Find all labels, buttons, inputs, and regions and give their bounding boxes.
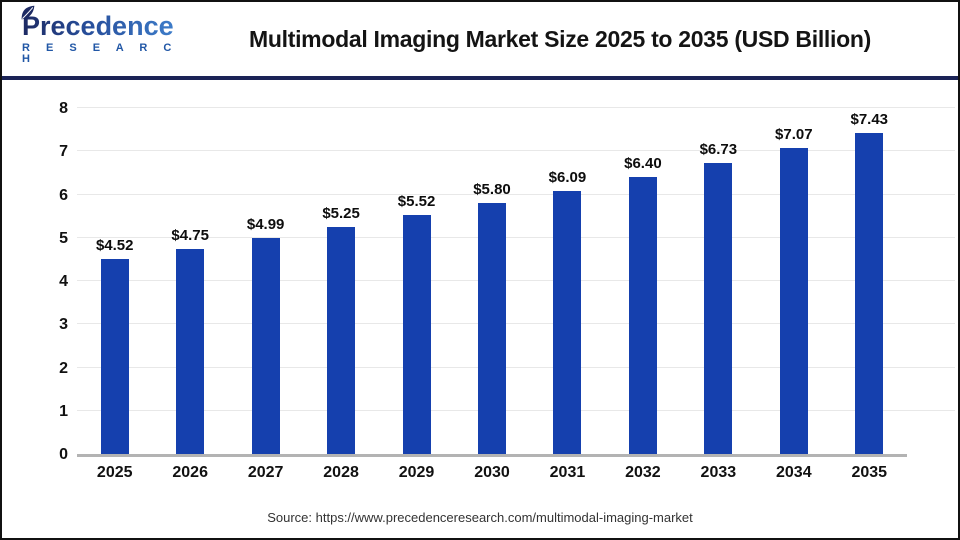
x-tick-label-2031: 2031: [549, 464, 586, 481]
bar-2031: [553, 190, 582, 454]
logo-sub-text: R E S E A R C H: [22, 42, 178, 65]
bar-column-2034: $7.07: [756, 108, 831, 454]
x-tick-label-2033: 2033: [700, 464, 737, 481]
bar-value-label: $4.99: [246, 216, 285, 234]
bar-2025: [100, 258, 129, 454]
bar-2029: [402, 215, 431, 454]
x-tick-label-2032: 2032: [625, 464, 661, 481]
bars-container: $4.52 $4.75 $4.99 $5.25 $5.52 $5.80 $6.09 $6.40…: [77, 108, 907, 454]
bar-2032: [628, 177, 657, 454]
logo-brand-text: Precedence: [22, 11, 174, 41]
y-tick-label-4: 4: [59, 273, 68, 290]
bar-column-2032: $6.40: [605, 108, 680, 454]
bar-value-label: $4.75: [171, 226, 209, 244]
bar-value-label: $7.43: [850, 110, 889, 128]
header: Precedence R E S E A R C H Multimodal Im…: [2, 2, 958, 80]
gridline-y4: [77, 280, 955, 281]
bar-value-label: $6.73: [699, 140, 738, 158]
x-tick-label-2035: 2035: [851, 464, 888, 481]
x-tick-label-2029: 2029: [398, 464, 435, 481]
bar-value-label: $5.52: [397, 193, 436, 211]
bar-2026: [176, 248, 205, 454]
y-tick-label-3: 3: [59, 316, 68, 334]
bar-column-2027: $4.99: [228, 108, 303, 454]
y-tick-label-0: 0: [59, 446, 68, 463]
bar-value-label: $4.52: [95, 236, 134, 254]
bar-column-2025: $4.52: [77, 108, 152, 454]
gridline-y5: [77, 236, 955, 238]
x-tick-label-2028: 2028: [323, 464, 359, 481]
bar-column-2030: $5.80: [454, 108, 529, 454]
bar-column-2033: $6.73: [681, 108, 756, 454]
bar-value-label: $6.40: [624, 155, 662, 173]
gridline-y2: [77, 366, 955, 368]
bar-value-label: $6.09: [548, 168, 587, 186]
x-axis-baseline: [77, 454, 907, 457]
y-tick-label-1: 1: [59, 402, 68, 420]
source-text: Source: https://www.precedenceresearch.c…: [267, 510, 693, 525]
plot-area: $4.52 $4.75 $4.99 $5.25 $5.52 $5.80 $6.09 $6.40…: [59, 100, 955, 463]
gridline-y7: [77, 150, 955, 152]
gridline-y6: [77, 193, 955, 195]
chart-title: Multimodal Imaging Market Size 2025 to 2…: [249, 25, 871, 52]
bar-2034: [779, 148, 808, 454]
y-tick-label-8: 8: [59, 100, 68, 117]
y-tick-label-2: 2: [59, 359, 68, 377]
gridline-y3: [77, 323, 955, 325]
y-tick-label-5: 5: [59, 229, 68, 247]
x-tick-label-2030: 2030: [474, 464, 510, 481]
y-tick-label-7: 7: [59, 143, 68, 161]
bar-value-label: $5.25: [322, 204, 360, 222]
x-tick-label-2025: 2025: [96, 464, 133, 481]
gridline-y8: [77, 107, 955, 108]
bar-column-2028: $5.25: [303, 108, 378, 454]
bar-column-2029: $5.52: [379, 108, 454, 454]
x-tick-label-2026: 2026: [172, 464, 208, 481]
bar-2030: [477, 203, 506, 454]
bar-value-label: $7.07: [775, 126, 813, 144]
bar-value-label: $5.80: [473, 181, 511, 199]
bar-column-2031: $6.09: [530, 108, 605, 454]
x-tick-label-2034: 2034: [776, 464, 812, 481]
bar-column-2026: $4.75: [152, 108, 227, 454]
x-axis-labels: 2025 2026 2027 2028 2029 2030 2031 2032 2033 2034…: [77, 464, 907, 482]
gridline-y1: [77, 409, 955, 411]
leaf-icon: [21, 5, 35, 20]
precedence-research-logo: Precedence R E S E A R C H: [21, 5, 192, 65]
bar-2033: [704, 162, 733, 454]
bar-column-2035: $7.43: [832, 108, 907, 454]
bar-2028: [327, 226, 356, 454]
x-tick-label-2027: 2027: [247, 464, 284, 481]
bar-2027: [251, 238, 280, 454]
chart-section: $4.52 $4.75 $4.99 $5.25 $5.52 $5.80 $6.09 $6.40…: [2, 80, 958, 533]
bar-2035: [855, 132, 884, 454]
y-tick-label-6: 6: [59, 186, 68, 204]
